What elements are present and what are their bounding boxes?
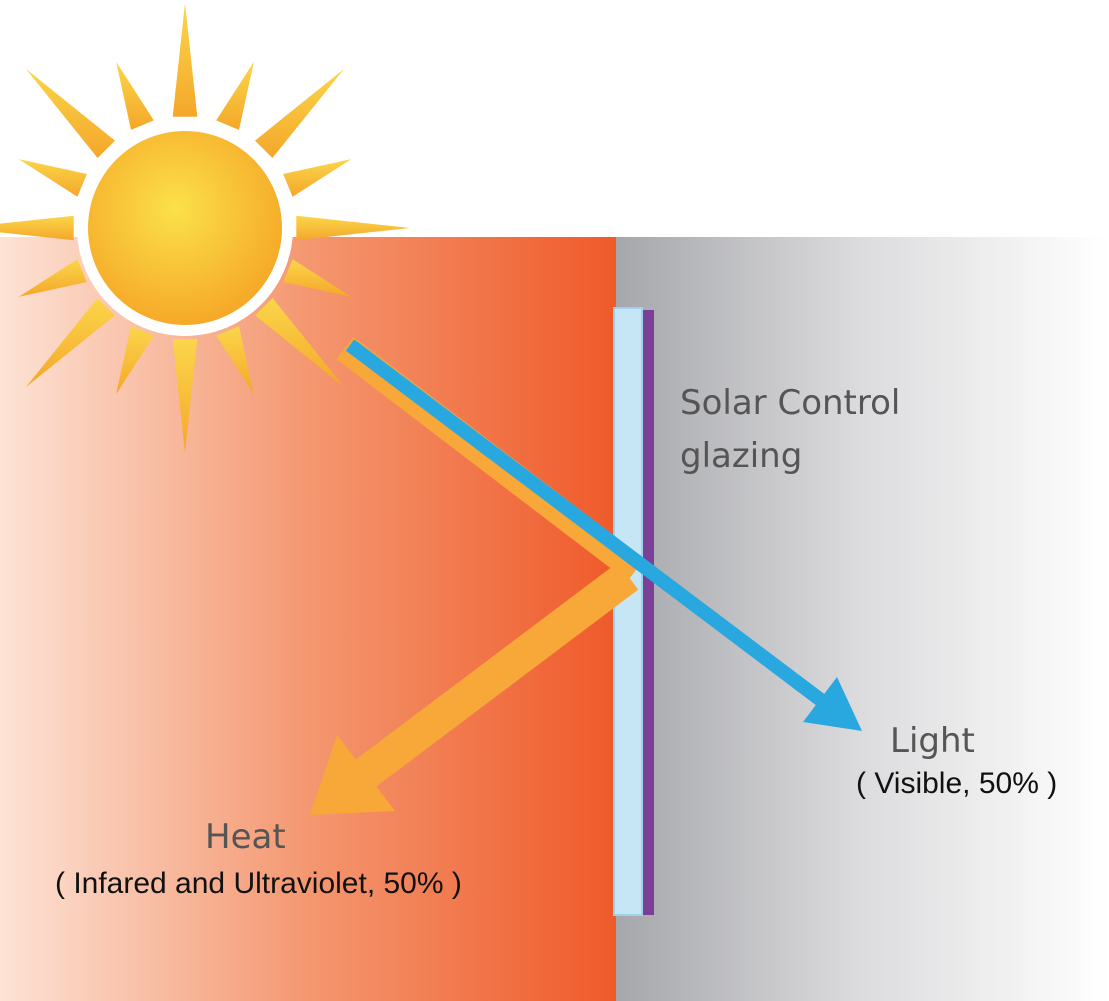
coating — [643, 310, 654, 915]
sun-ray — [116, 326, 154, 395]
sun-ray — [283, 159, 352, 197]
light-arrowhead — [803, 677, 862, 731]
sun-ray — [0, 215, 74, 241]
sun-ray — [216, 61, 254, 130]
light-label: Light — [890, 721, 975, 761]
light-detail: ( Visible, 50% ) — [856, 767, 1057, 800]
sun-ray — [116, 61, 154, 130]
sun-ray — [296, 215, 410, 241]
sun-ray — [216, 326, 254, 395]
sun-ray — [172, 339, 198, 453]
heat-arrowhead — [310, 735, 395, 815]
outside-zone — [0, 237, 616, 1001]
sun-ray — [18, 259, 87, 297]
glazing-label: Solar Control — [680, 383, 900, 423]
sun-rays — [0, 3, 410, 453]
heat-detail: ( Infared and Ultraviolet, 50% ) — [55, 867, 462, 900]
sun-ray — [18, 159, 87, 197]
sun-ray — [172, 3, 198, 117]
light-beam — [345, 339, 827, 707]
glazing-label: glazing — [680, 436, 802, 476]
reflected-heat-beam — [355, 562, 639, 787]
inside-zone — [616, 237, 1109, 1001]
sun-ray — [283, 259, 352, 297]
glass-pane — [613, 307, 643, 916]
sun-ray — [25, 68, 115, 158]
sun-ray — [255, 298, 345, 388]
sun — [88, 131, 282, 325]
heat-label: Heat — [205, 817, 286, 857]
sun-ray — [255, 68, 345, 158]
sun-ray — [25, 298, 115, 388]
